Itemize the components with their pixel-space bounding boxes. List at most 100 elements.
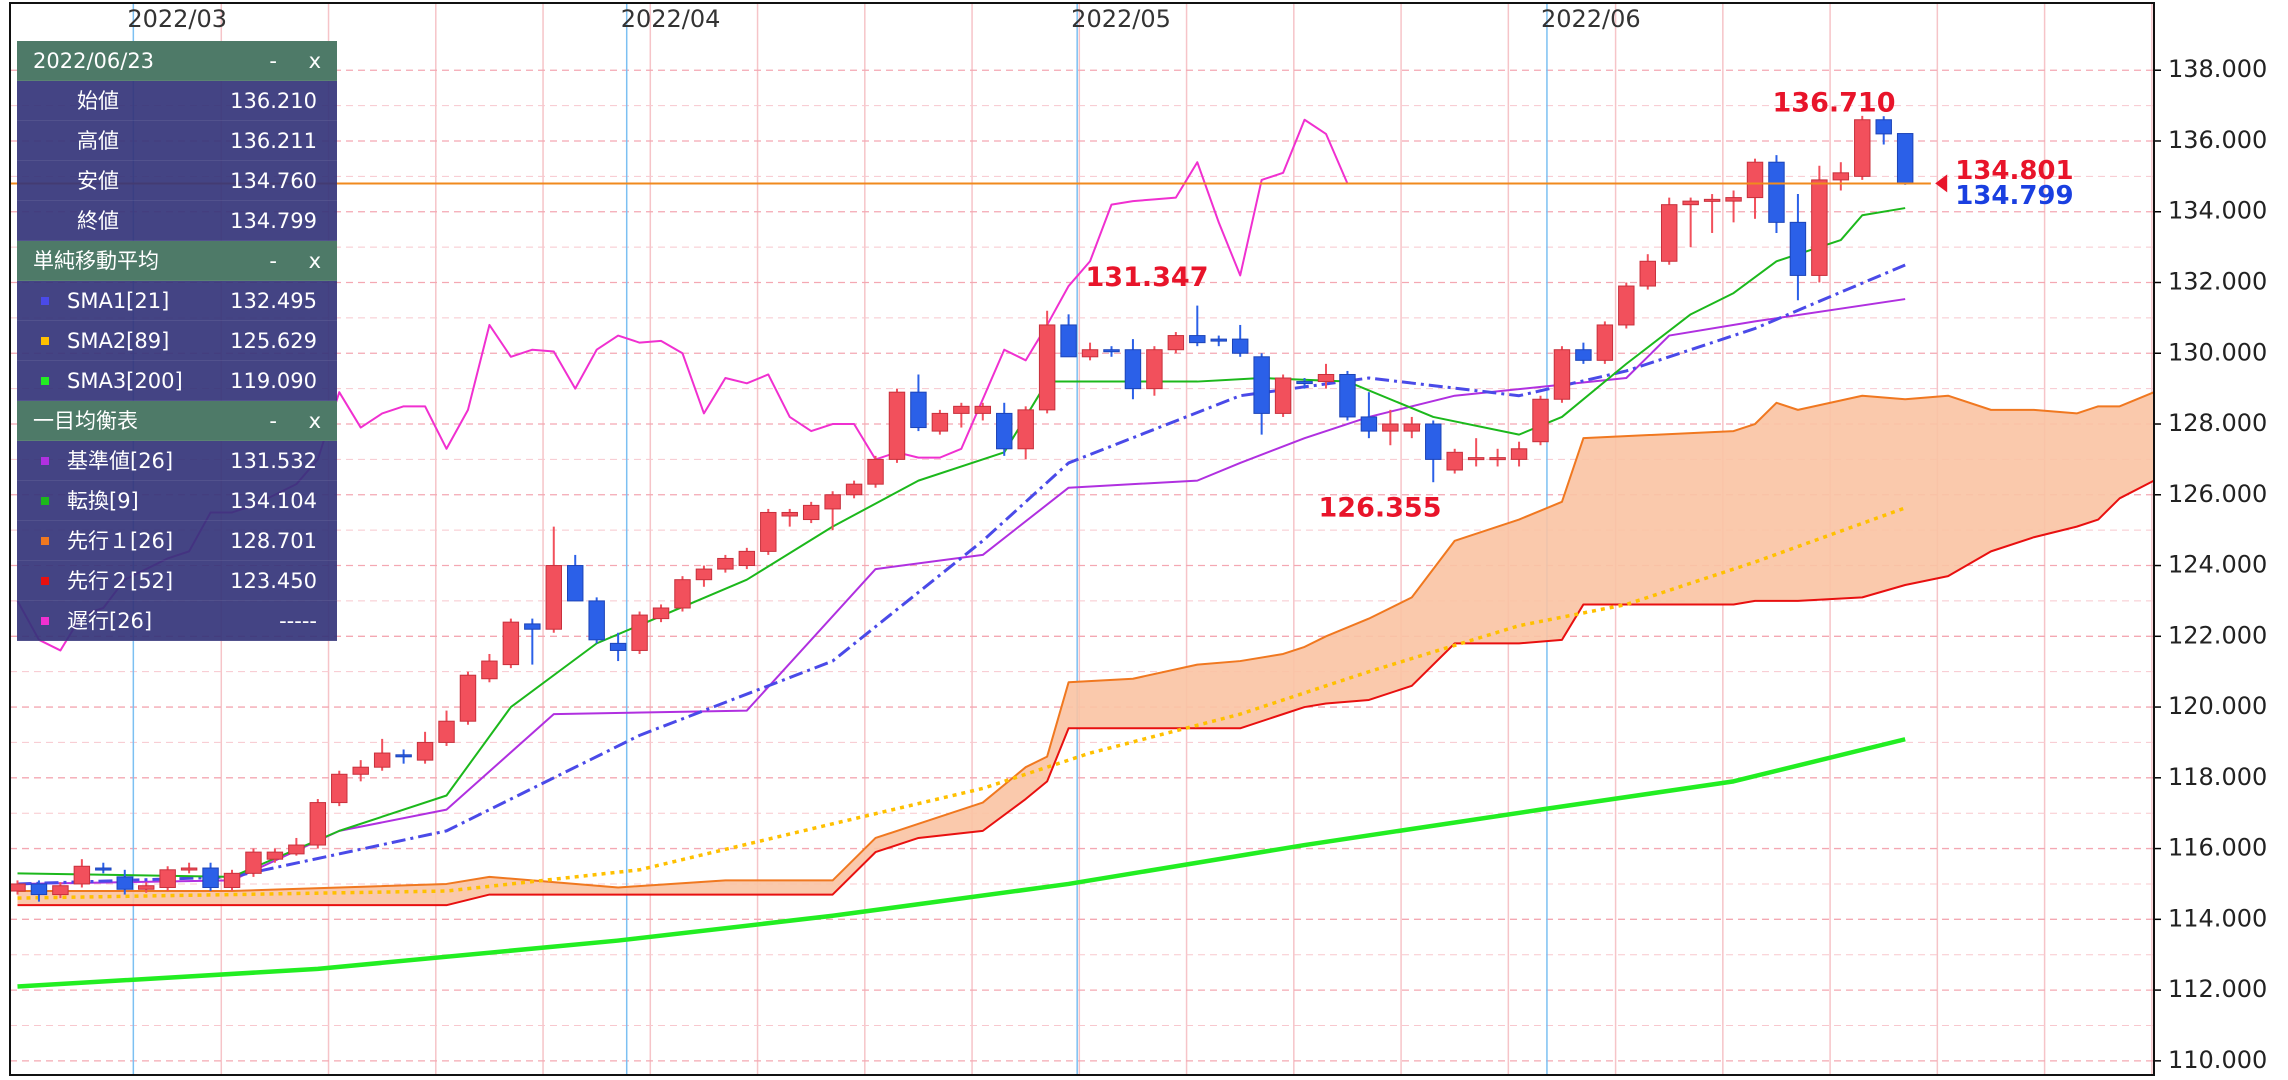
candle-body (159, 869, 176, 888)
indicator-line (17, 207, 1906, 878)
panel-row: 安値 134.760 (17, 161, 337, 201)
panel-row: 基準値[26] 131.532 (17, 441, 337, 481)
candle-body (1489, 457, 1506, 461)
candle-body (1189, 335, 1206, 344)
candle-body (1296, 381, 1313, 385)
row-value: 131.532 (230, 449, 317, 473)
candle-body (1703, 198, 1721, 202)
candle-body (309, 802, 327, 846)
panel-row: 高値 136.211 (17, 121, 337, 161)
panel-title: 一目均衡表 (33, 409, 138, 433)
candle-body (1167, 335, 1185, 351)
row-value: 123.450 (230, 569, 317, 593)
legend-marker (41, 617, 49, 625)
candle-body (1532, 398, 1549, 443)
candle-body (1725, 197, 1742, 202)
candle-body (1639, 260, 1656, 287)
candle-body (1660, 204, 1678, 262)
candle-body (1789, 221, 1807, 276)
candle-body (1360, 416, 1378, 432)
y-tick-label: 124.000 (2168, 551, 2267, 579)
candle-body (609, 642, 627, 651)
candle-body (738, 550, 756, 567)
candle-body (352, 766, 369, 775)
candle-body (245, 851, 262, 874)
candle-body (1210, 338, 1227, 342)
candle-body (888, 391, 906, 460)
candle-body (953, 405, 970, 414)
candle-body (288, 844, 305, 855)
candle-body (502, 621, 520, 666)
panel-row: 先行１[26] 128.701 (17, 521, 337, 561)
row-value: 119.090 (230, 369, 317, 393)
candle-body (652, 607, 670, 620)
panel-header: 一目均衡表 - x (17, 401, 337, 441)
y-tick-label: 120.000 (2168, 692, 2267, 720)
row-value: 134.760 (230, 169, 317, 193)
candle-body (1811, 179, 1828, 276)
minimize-button[interactable]: - (269, 409, 277, 433)
minimize-button[interactable]: - (269, 249, 277, 273)
legend-marker (41, 337, 49, 345)
candle-body (760, 511, 777, 552)
candle-body (781, 511, 798, 517)
panel-row: 終値 134.799 (17, 201, 337, 241)
legend-marker (41, 537, 49, 545)
candle-body (1425, 423, 1442, 460)
candle-body (567, 565, 584, 602)
close-button[interactable]: x (308, 409, 321, 433)
candle-body (1403, 423, 1421, 432)
row-value: 134.799 (230, 209, 317, 233)
candle-body (9, 883, 26, 892)
candle-body (438, 720, 455, 743)
candle-body (674, 579, 691, 609)
row-label: 終値 (77, 209, 119, 233)
y-tick-label: 128.000 (2168, 409, 2267, 437)
candle-body (223, 872, 241, 888)
x-tick-label: 2022/04 (621, 5, 721, 33)
candle-body (1575, 349, 1592, 361)
candle-body (695, 568, 713, 581)
candle-body (1231, 338, 1249, 354)
row-label: 転換[9] (67, 489, 139, 513)
minimize-button[interactable]: - (269, 49, 277, 73)
panel-row: 先行２[52] 123.450 (17, 561, 337, 601)
candle-body (588, 600, 605, 641)
plot-frame (9, 2, 2155, 1076)
candle-body (1446, 451, 1463, 471)
candle-body (137, 885, 155, 890)
y-tick-label: 130.000 (2168, 338, 2267, 366)
y-tick-label: 126.000 (2168, 480, 2267, 508)
y-tick-label: 122.000 (2168, 621, 2267, 649)
candle-body (459, 674, 477, 722)
candle-body (1274, 377, 1292, 414)
candle-body (1081, 349, 1099, 358)
candle-body (1768, 161, 1785, 223)
candle-body (1618, 285, 1635, 326)
candle-body (717, 557, 734, 570)
panel-row: 始値 136.210 (17, 81, 337, 121)
indicator-line (17, 737, 1906, 989)
x-tick-label: 2022/06 (1541, 5, 1641, 33)
candle-body (1146, 349, 1163, 390)
y-tick-label: 136.000 (2168, 126, 2267, 154)
x-tick-label: 2022/05 (1071, 5, 1171, 33)
candle-body (1382, 423, 1399, 432)
row-value: 134.104 (230, 489, 317, 513)
close-button[interactable]: x (308, 249, 321, 273)
candle-body (1317, 373, 1335, 383)
y-tick-label: 110.000 (2168, 1046, 2267, 1074)
close-button[interactable]: x (308, 49, 321, 73)
legend-marker (41, 297, 49, 305)
y-tick-label: 118.000 (2168, 763, 2267, 791)
candle-body (974, 405, 992, 414)
y-tick-label: 138.000 (2168, 55, 2267, 83)
candle-body (867, 458, 884, 485)
row-label: 先行１[26] (67, 529, 174, 553)
candle-body (824, 494, 841, 510)
panel-row: 転換[9] 134.104 (17, 481, 337, 521)
candle-body (1124, 349, 1142, 390)
candle-body (910, 391, 927, 429)
